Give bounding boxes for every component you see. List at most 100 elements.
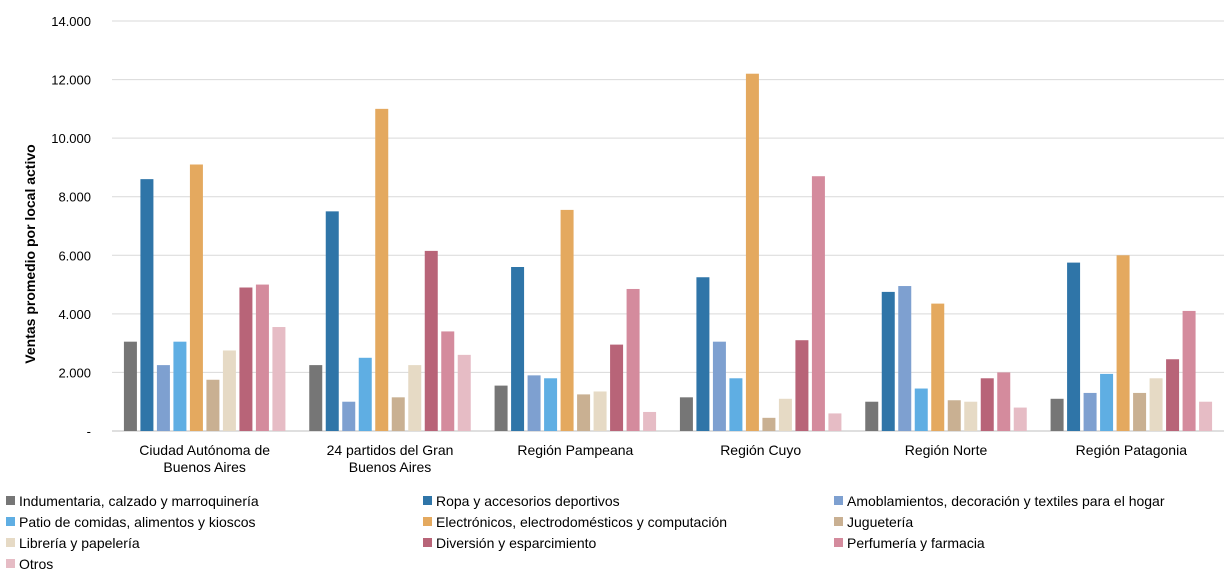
bar — [255, 284, 269, 431]
legend-item: Indumentaria, calzado y marroquinería — [6, 491, 259, 510]
bar — [1067, 262, 1081, 431]
gridlines — [112, 20, 1224, 432]
bar — [964, 401, 978, 431]
legend-swatch — [6, 496, 15, 505]
legend-item: Patio de comidas, alimentos y kioscos — [6, 512, 256, 531]
x-category-label: Región Norte — [905, 442, 988, 458]
bar — [342, 401, 356, 431]
bar — [391, 397, 405, 431]
bar — [947, 400, 961, 431]
bar — [544, 378, 558, 431]
legend-item: Otros — [6, 554, 53, 573]
bar — [610, 344, 624, 431]
bar — [593, 391, 607, 431]
bar — [206, 379, 220, 431]
legend-label: Otros — [19, 555, 54, 572]
bar — [358, 357, 372, 431]
legend-swatch — [423, 496, 432, 505]
bar — [457, 354, 471, 431]
bar — [577, 394, 591, 431]
bar — [679, 397, 693, 431]
bar — [441, 331, 455, 431]
y-tick-label: 10.000 — [51, 131, 91, 146]
bar — [140, 179, 154, 431]
bar — [1182, 310, 1196, 431]
legend-label: Diversión y esparcimiento — [436, 534, 597, 551]
y-tick-label: 2.000 — [58, 365, 91, 380]
legend-label: Librería y papelería — [19, 534, 140, 551]
bar — [931, 303, 945, 431]
legend-label: Juguetería — [847, 513, 914, 530]
bar — [1083, 392, 1097, 431]
y-tick-label: - — [87, 424, 91, 439]
bar — [980, 378, 994, 431]
y-axis-ticks: - 2.000 4.000 6.000 8.000 10.000 12.000 14.000 — [51, 14, 91, 439]
legend-item: Electrónicos, electrodomésticos y comput… — [423, 512, 727, 531]
bar — [1199, 401, 1213, 431]
legend-swatch — [423, 538, 432, 547]
y-tick-label: 6.000 — [58, 248, 91, 263]
bar — [239, 287, 253, 431]
legend-swatch — [834, 517, 843, 526]
legend-label: Electrónicos, electrodomésticos y comput… — [436, 513, 728, 530]
y-tick-label: 4.000 — [58, 307, 91, 322]
bar — [811, 176, 825, 431]
legend-swatch — [6, 517, 15, 526]
x-category-label: Región Cuyo — [720, 442, 801, 458]
bar — [1166, 359, 1180, 431]
bar — [1100, 373, 1114, 431]
y-tick-label: 8.000 — [58, 190, 91, 205]
y-tick-label: 12.000 — [51, 73, 91, 88]
bar — [881, 291, 895, 431]
x-category-label: 24 partidos del Gran — [327, 442, 454, 458]
bar — [527, 375, 541, 431]
bar — [222, 350, 236, 431]
bar — [123, 341, 137, 431]
legend-swatch — [834, 496, 843, 505]
bar-chart: -2.0004.0006.0008.00010.00012.00014.000 … — [22, 14, 1224, 475]
bar — [1050, 398, 1064, 431]
bar — [272, 327, 286, 431]
legend-label: Patio de comidas, alimentos y kioscos — [19, 513, 256, 530]
legend-label: Perfumería y farmacia — [847, 534, 985, 551]
legend-item: Librería y papelería — [6, 533, 140, 552]
x-category-label: Ciudad Autónoma de — [139, 442, 270, 458]
bar — [729, 378, 743, 431]
bar — [560, 209, 574, 431]
bar — [511, 267, 525, 431]
bar — [494, 385, 508, 431]
legend-label: Amoblamientos, decoración y textiles par… — [847, 492, 1165, 509]
legend-swatch — [423, 517, 432, 526]
legend-label: Ropa y accesorios deportivos — [436, 492, 620, 509]
bar — [745, 73, 759, 431]
bar — [626, 288, 640, 431]
x-category-label: Región Patagonia — [1076, 442, 1188, 458]
legend-item: Juguetería — [834, 512, 913, 531]
legend-item: Perfumería y farmacia — [834, 533, 985, 552]
legend-item: Ropa y accesorios deportivos — [423, 491, 620, 510]
bar — [712, 341, 726, 431]
x-category-label: Buenos Aires — [163, 459, 246, 475]
bar — [914, 388, 928, 431]
bar — [424, 250, 438, 431]
bar — [156, 365, 170, 431]
bar — [1116, 255, 1130, 431]
bar — [762, 417, 776, 431]
legend-swatch — [6, 538, 15, 547]
bar — [309, 365, 323, 431]
x-category-label: Buenos Aires — [349, 459, 432, 475]
bar — [189, 164, 203, 431]
bar — [696, 277, 710, 431]
bar — [997, 372, 1011, 431]
legend-item: Diversión y esparcimiento — [423, 533, 596, 552]
bar — [1013, 407, 1027, 431]
bar — [375, 108, 389, 431]
bars — [123, 73, 1213, 431]
y-tick-label: 14.000 — [51, 14, 91, 29]
bar — [408, 365, 422, 431]
bar — [1149, 378, 1163, 431]
legend-label: Indumentaria, calzado y marroquinería — [19, 492, 259, 509]
bar — [173, 341, 187, 431]
legend-swatch — [834, 538, 843, 547]
